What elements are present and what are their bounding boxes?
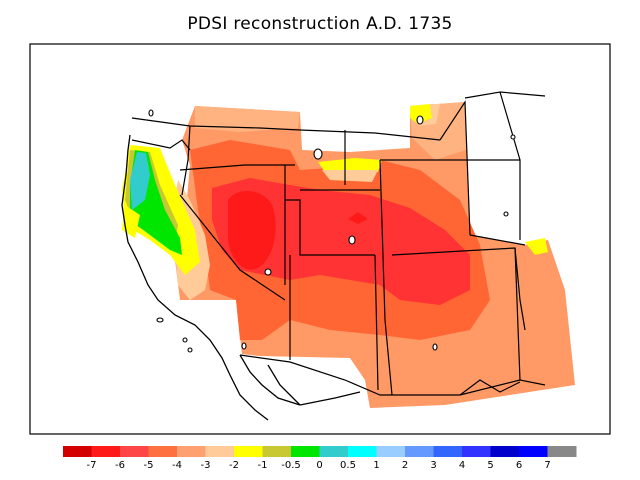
lake-great-salt [264,268,272,276]
legend-swatch [490,446,520,457]
legend-tick-label: 0.5 [340,460,356,471]
ks-ne-line [469,234,526,246]
ok-tx-line [439,100,471,236]
legend-tick-label: 4 [459,460,465,471]
ut-wy-line [285,199,375,256]
lake-1 [148,109,154,117]
ca-nv-line [179,194,286,301]
field-deep-red-spot [348,212,368,224]
coastline [121,134,361,421]
legend-tick-label: 2 [402,460,408,471]
nm-tx-line [391,247,526,331]
field-teal-coast [130,152,150,210]
lake-8 [241,342,247,350]
field-peach-mt [418,104,440,126]
international-border-north [131,117,441,141]
legend-tick-label: 6 [516,460,522,471]
state-boundaries [131,91,546,396]
legend-swatch [319,446,349,457]
dakotas-line [464,91,521,240]
legend-swatch [234,446,263,457]
legend-tick-label: -3 [201,460,211,471]
field-yellow-east [525,238,548,255]
wa-or-line [131,139,191,151]
field-yellow-mt [410,104,432,124]
legend-swatch [91,446,121,457]
legend-swatch [262,446,292,457]
legend-tick-label: -4 [172,460,182,471]
legend-tick-label: -5 [144,460,154,471]
legend-tick-label: 3 [430,460,436,471]
mexico-border-tx [459,379,521,396]
legend-tick-label: -0.5 [281,460,301,471]
idaho-west [181,125,191,196]
mn-line [499,91,546,97]
legend-swatch [433,446,463,457]
lake-4 [348,235,356,245]
legend-swatch [177,446,206,457]
lake-yellowstone [313,148,323,160]
legend-tick-label: -6 [115,460,125,471]
lake-flathead [416,115,424,125]
legend-swatch [519,446,548,457]
legend-tick-label: -1 [258,460,268,471]
pacific-coastline [121,134,269,421]
legend-tick-label: -7 [87,460,97,471]
field-yellow-coast-edge [122,205,140,238]
island-3 [187,347,193,353]
or-ca-nv-line [179,164,295,171]
baja-coastline [239,354,301,406]
legend-swatch [462,446,491,457]
field-peach-wy [322,170,378,182]
salton-shore [267,364,301,406]
field-yellow-wy [318,158,382,172]
legend-swatch [120,446,149,457]
lake-6 [510,134,516,140]
field-light-north [195,106,300,132]
legend-swatch [348,446,377,457]
legend-tick-label: 1 [373,460,379,471]
map-title: PDSI reconstruction A.D. 1735 [187,14,453,34]
nm-west [374,254,379,391]
legend-swatch [405,446,434,457]
legend-tick-label: 0 [316,460,322,471]
field-deep-red [228,190,276,270]
lakes [148,109,516,353]
legend-tick-label: 5 [487,460,493,471]
lake-7 [432,343,438,351]
legend-swatch [291,446,320,457]
gulf-coast [299,391,361,406]
mexico-border [239,354,521,396]
field-red [212,178,470,305]
legend-swatch [376,446,406,457]
legend-swatch [205,446,235,457]
legend-tick-label: 7 [544,460,550,471]
lake-5 [503,211,509,217]
island-2 [182,337,188,343]
legend-swatch [63,446,92,457]
legend-tick-label: -2 [229,460,239,471]
legend-swatch [148,446,178,457]
island-1 [156,317,164,323]
co-ks-line [379,159,393,396]
color-legend: -7 -6 -5 -4 -3 -2 -1 -0.5 0 0.5 1 2 3 4 5 6 7 [63,446,577,471]
legend-swatch [547,446,577,457]
